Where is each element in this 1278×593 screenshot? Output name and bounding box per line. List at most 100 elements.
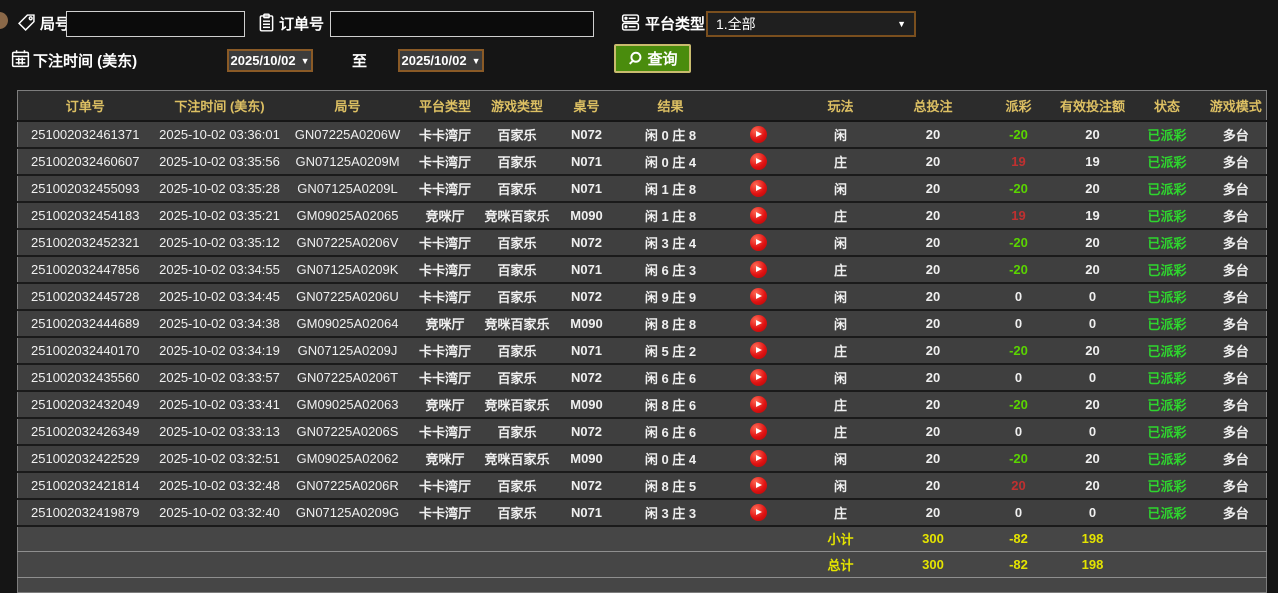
- cell-game-no: GM09025A02065: [286, 201, 409, 230]
- cell-game-no: GM09025A02063: [286, 390, 409, 419]
- cell-mode: 多台: [1205, 363, 1267, 392]
- cell-result-video: [720, 147, 796, 176]
- cell-bet-time: 2025-10-02 03:34:45: [152, 282, 287, 311]
- cell-game-type: 百家乐: [481, 255, 553, 284]
- table-row: 251002032454183 2025-10-02 03:35:21 GM09…: [17, 201, 1267, 230]
- cell-mode: 多台: [1205, 255, 1267, 284]
- cell-result: 闲 9 庄 9: [620, 282, 721, 311]
- play-icon[interactable]: [749, 503, 767, 521]
- subtotal-valid-bet: 198: [1056, 525, 1129, 552]
- cell-result-video: [720, 390, 796, 419]
- cell-platform: 卡卡湾厅: [408, 228, 482, 257]
- cell-result-video: [720, 471, 796, 500]
- cell-result: 闲 1 庄 8: [620, 201, 721, 230]
- cell-mode: 多台: [1205, 390, 1267, 419]
- play-triangle: [756, 482, 762, 489]
- play-icon[interactable]: [749, 206, 767, 224]
- cell-status: 已派彩: [1128, 363, 1206, 392]
- cell-order-no: 251002032444689: [17, 309, 153, 338]
- cell-payout: -20: [980, 228, 1057, 257]
- play-triangle: [756, 401, 762, 408]
- search-icon: [629, 51, 642, 65]
- header-result-video: [720, 90, 796, 122]
- table-row: 251002032421814 2025-10-02 03:32:48 GN07…: [17, 471, 1267, 500]
- game-no-input[interactable]: [66, 11, 245, 37]
- header-total-bet: 总投注: [885, 90, 981, 122]
- order-no-input[interactable]: [330, 11, 594, 37]
- cell-order-no: 251002032432049: [17, 390, 153, 419]
- play-triangle: [756, 374, 762, 381]
- play-icon[interactable]: [749, 287, 767, 305]
- cell-result: 闲 8 庄 8: [620, 309, 721, 338]
- cell-play: 庄: [795, 147, 886, 176]
- cell-status: 已派彩: [1128, 147, 1206, 176]
- table-row: 251002032432049 2025-10-02 03:33:41 GM09…: [17, 390, 1267, 419]
- cell-result: 闲 1 庄 8: [620, 174, 721, 203]
- play-icon[interactable]: [749, 152, 767, 170]
- cell-play: 闲: [795, 120, 886, 149]
- play-icon[interactable]: [749, 449, 767, 467]
- cell-result: 闲 5 庄 2: [620, 336, 721, 365]
- table-row: 251002032419879 2025-10-02 03:32:40 GN07…: [17, 498, 1267, 527]
- cell-bet-time: 2025-10-02 03:33:13: [152, 417, 287, 446]
- cell-game-type: 百家乐: [481, 282, 553, 311]
- play-icon[interactable]: [749, 395, 767, 413]
- calendar-icon: [10, 48, 31, 69]
- platform-type-select[interactable]: 1.全部 ▼: [706, 11, 916, 37]
- cell-game-type: 竞咪百家乐: [481, 444, 553, 473]
- header-payout: 派彩: [980, 90, 1057, 122]
- play-icon[interactable]: [749, 476, 767, 494]
- header-bet-time: 下注时间 (美东): [152, 90, 287, 122]
- table-row: 251002032435560 2025-10-02 03:33:57 GN07…: [17, 363, 1267, 392]
- cell-bet-time: 2025-10-02 03:32:48: [152, 471, 287, 500]
- cell-mode: 多台: [1205, 174, 1267, 203]
- cell-result-video: [720, 174, 796, 203]
- total-row: 总计 300 -82 198: [17, 551, 1267, 578]
- cell-bet-time: 2025-10-02 03:35:56: [152, 147, 287, 176]
- play-triangle: [756, 320, 762, 327]
- cell-result: 闲 6 庄 3: [620, 255, 721, 284]
- play-icon[interactable]: [749, 260, 767, 278]
- cell-game-type: 百家乐: [481, 120, 553, 149]
- total-payout: -82: [980, 551, 1057, 578]
- cell-total-bet: 20: [885, 363, 981, 392]
- search-button[interactable]: 查询: [614, 44, 691, 73]
- cell-game-no: GN07225A0206T: [286, 363, 409, 392]
- platform-type-selected: 1.全部: [716, 16, 756, 32]
- play-icon[interactable]: [749, 233, 767, 251]
- cell-bet-time: 2025-10-02 03:33:41: [152, 390, 287, 419]
- cell-table-no: N072: [552, 282, 621, 311]
- date-from-select[interactable]: 2025/10/02 ▼: [227, 49, 313, 72]
- cell-mode: 多台: [1205, 471, 1267, 500]
- bet-time-label: 下注时间 (美东): [33, 53, 138, 70]
- header-mode: 游戏模式: [1205, 90, 1267, 122]
- cell-order-no: 251002032455093: [17, 174, 153, 203]
- cell-valid-bet: 0: [1056, 282, 1129, 311]
- header-play: 玩法: [795, 90, 886, 122]
- date-to-select[interactable]: 2025/10/02 ▼: [398, 49, 484, 72]
- cell-valid-bet: 20: [1056, 471, 1129, 500]
- play-icon[interactable]: [749, 368, 767, 386]
- play-icon[interactable]: [749, 314, 767, 332]
- play-triangle: [756, 347, 762, 354]
- table-row: 251002032455093 2025-10-02 03:35:28 GN07…: [17, 174, 1267, 203]
- play-icon[interactable]: [749, 179, 767, 197]
- cell-table-no: M090: [552, 309, 621, 338]
- cell-table-no: M090: [552, 390, 621, 419]
- play-icon[interactable]: [749, 125, 767, 143]
- table-row: 251002032444689 2025-10-02 03:34:38 GM09…: [17, 309, 1267, 338]
- table-header-row: 订单号 下注时间 (美东) 局号 平台类型 游戏类型 桌号 结果 玩法 总投注 …: [17, 90, 1267, 122]
- cell-table-no: N071: [552, 255, 621, 284]
- play-icon[interactable]: [749, 341, 767, 359]
- cell-game-no: GN07125A0209G: [286, 498, 409, 527]
- cell-play: 闲: [795, 363, 886, 392]
- cell-valid-bet: 0: [1056, 498, 1129, 527]
- cell-order-no: 251002032460607: [17, 147, 153, 176]
- play-icon[interactable]: [749, 422, 767, 440]
- cell-table-no: N071: [552, 174, 621, 203]
- search-button-label: 查询: [647, 51, 678, 68]
- cell-play: 庄: [795, 417, 886, 446]
- cell-table-no: N071: [552, 336, 621, 365]
- cell-game-no: GN07225A0206U: [286, 282, 409, 311]
- cell-game-no: GN07125A0209J: [286, 336, 409, 365]
